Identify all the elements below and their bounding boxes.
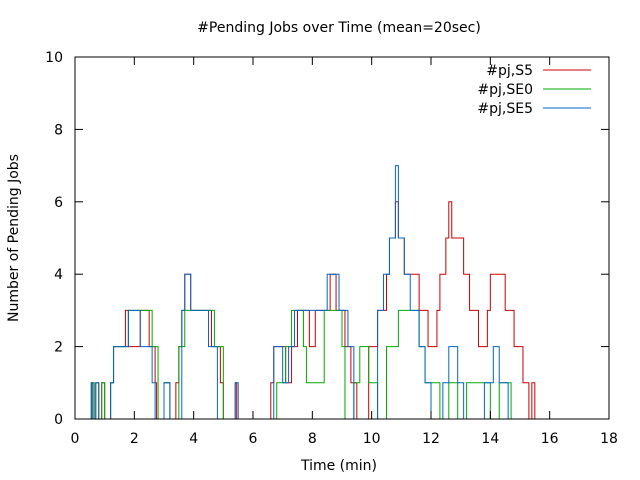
- y-tick-label: 8: [54, 122, 63, 138]
- tick-layer: 0 2 4 6 8 10 12 14 16 18 0 2 4 6 8 10: [45, 50, 618, 447]
- x-tick-label: 0: [71, 431, 80, 447]
- x-tick-label: 2: [130, 431, 139, 447]
- x-tick-label: 14: [481, 431, 499, 447]
- y-tick-label: 0: [54, 412, 63, 428]
- series-layer: [75, 165, 550, 420]
- chart-title: #Pending Jobs over Time (mean=20sec): [197, 20, 481, 36]
- y-tick-label: 4: [54, 267, 63, 283]
- y-tick-label: 10: [45, 50, 63, 66]
- y-axis-label: Number of Pending Jobs: [6, 154, 22, 322]
- x-tick-label: 10: [363, 431, 381, 447]
- legend-label-0: #pj,S5: [486, 63, 533, 79]
- x-tick-label: 12: [422, 431, 440, 447]
- x-tick-label: 6: [249, 431, 258, 447]
- x-tick-label: 4: [189, 431, 198, 447]
- legend-label-2: #pj,SE5: [477, 101, 533, 117]
- legend-label-1: #pj,SE0: [477, 82, 533, 98]
- y-tick-label: 6: [54, 195, 63, 211]
- series-line-2: [75, 165, 535, 420]
- x-axis-label: Time (min): [300, 458, 377, 474]
- x-tick-label: 8: [308, 431, 317, 447]
- x-tick-label: 18: [600, 431, 618, 447]
- y-tick-label: 2: [54, 340, 63, 356]
- legend: #pj,S5 #pj,SE0 #pj,SE5: [477, 63, 591, 117]
- x-tick-label: 16: [541, 431, 559, 447]
- series-line-1: [75, 309, 535, 420]
- plot-frame: [74, 56, 610, 420]
